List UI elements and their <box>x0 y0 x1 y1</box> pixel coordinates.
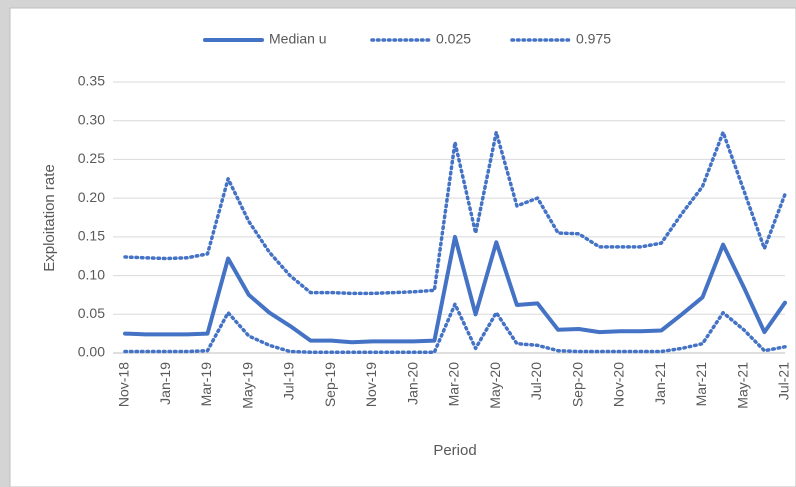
x-tick-label: Sep-20 <box>569 362 585 407</box>
y-tick-label: 0.15 <box>78 228 105 244</box>
y-tick-label: 0.35 <box>78 73 105 89</box>
x-tick-label: May-19 <box>239 362 255 409</box>
x-tick-label: Nov-20 <box>611 362 627 407</box>
x-tick-label: May-20 <box>487 362 503 409</box>
x-tick-label: Sep-19 <box>322 362 338 407</box>
x-tick-label: Jul-20 <box>528 362 544 400</box>
y-axis-title: Exploitation rate <box>41 164 58 272</box>
x-tick-label: Jan-19 <box>157 362 173 405</box>
y-tick-label: 0.10 <box>78 266 105 282</box>
x-tick-label: Jan-20 <box>404 362 420 405</box>
x-axis-title: Period <box>433 442 476 459</box>
y-tick-label: 0.25 <box>78 150 105 166</box>
x-tick-label: Mar-21 <box>693 362 709 407</box>
x-tick-label: Nov-19 <box>363 362 379 407</box>
y-tick-label: 0.20 <box>78 189 105 205</box>
series-line <box>123 130 787 296</box>
y-tick-label: 0.05 <box>78 305 105 321</box>
y-tick-label: 0.30 <box>78 111 105 127</box>
x-tick-label: May-21 <box>734 362 750 409</box>
x-tick-label: Jul-21 <box>776 362 792 400</box>
x-tick-label: Jul-19 <box>281 362 297 400</box>
x-tick-label: Jan-21 <box>652 362 668 405</box>
series-line <box>123 234 787 345</box>
legend-label: 0.975 <box>576 31 611 47</box>
y-tick-label: 0.00 <box>78 344 105 360</box>
chart-panel <box>9 7 796 487</box>
legend-label: 0.025 <box>436 31 471 47</box>
x-tick-label: Mar-20 <box>446 362 462 407</box>
series-line <box>123 302 787 354</box>
x-tick-label: Mar-19 <box>198 362 214 407</box>
x-tick-label: Nov-18 <box>116 362 132 407</box>
legend-label: Median u <box>269 31 327 47</box>
